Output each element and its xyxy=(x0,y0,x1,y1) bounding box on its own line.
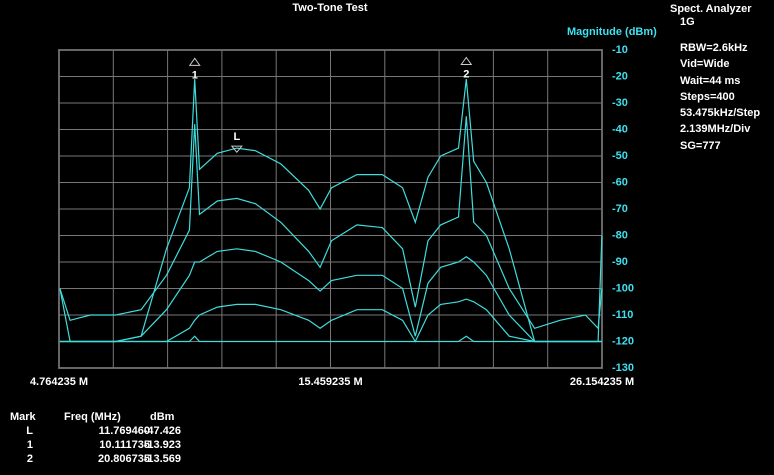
panel-line: Wait=44 ms xyxy=(680,75,740,87)
panel-line: 2.139MHz/Div xyxy=(680,123,751,135)
marker-triangle xyxy=(188,57,201,66)
x-tick-label: 15.459235 M xyxy=(298,376,362,388)
table-cell: L xyxy=(26,425,33,437)
table-cell: 1 xyxy=(27,439,33,451)
table-cell: 20.806735 xyxy=(98,453,150,465)
panel-line: Spect. Analyzer xyxy=(670,3,752,15)
table-cell: -13.569 xyxy=(144,453,181,465)
panel-line: RBW=2.6kHz xyxy=(680,42,748,54)
table-header: Mark xyxy=(10,411,37,423)
panel-line: 1G xyxy=(680,16,695,28)
panel-line: Vid=Wide xyxy=(680,58,730,70)
x-tick-label: 4.764235 M xyxy=(30,376,88,388)
y-tick-label: -130 xyxy=(612,362,634,374)
trace xyxy=(59,235,603,343)
y-tick-label: -70 xyxy=(612,203,628,215)
y-tick-label: -90 xyxy=(612,256,628,268)
y-tick-label: -80 xyxy=(612,229,628,241)
y-tick-label: -120 xyxy=(612,335,634,347)
panel-line: Steps=400 xyxy=(680,91,735,103)
table-cell: 10.111735 xyxy=(99,439,150,451)
trace xyxy=(59,298,602,343)
table-cell: 2 xyxy=(27,453,33,465)
y-tick-label: -10 xyxy=(612,44,628,56)
marker-label: L xyxy=(233,131,240,143)
table-cell: -47.426 xyxy=(144,425,181,437)
trace xyxy=(59,248,602,343)
y-tick-label: -110 xyxy=(612,309,633,321)
marker-triangle xyxy=(460,56,473,65)
panel-line: SG=777 xyxy=(680,140,721,152)
marker-label: 2 xyxy=(463,68,469,80)
panel-line: 53.475kHz/Step xyxy=(680,107,760,119)
marker-label: 1 xyxy=(192,69,198,81)
trace xyxy=(59,116,603,330)
x-tick-label: 26.154235 M xyxy=(570,376,634,388)
trace xyxy=(59,79,602,343)
marker-triangle xyxy=(230,145,243,153)
table-cell: 11.769460 xyxy=(99,425,150,437)
table-header: dBm xyxy=(150,411,175,423)
chart-title: Two-Tone Test xyxy=(292,2,367,14)
table-cell: -13.923 xyxy=(144,439,181,451)
y-tick-label: -30 xyxy=(612,97,628,109)
y-tick-label: -20 xyxy=(612,70,628,82)
y-tick-label: -100 xyxy=(612,282,634,294)
table-header: Freq (MHz) xyxy=(64,411,121,423)
y-tick-label: -60 xyxy=(612,176,628,188)
y-tick-label: -40 xyxy=(612,123,628,135)
y-tick-label: -50 xyxy=(612,150,628,162)
y-axis-label: Magnitude (dBm) xyxy=(567,26,657,38)
